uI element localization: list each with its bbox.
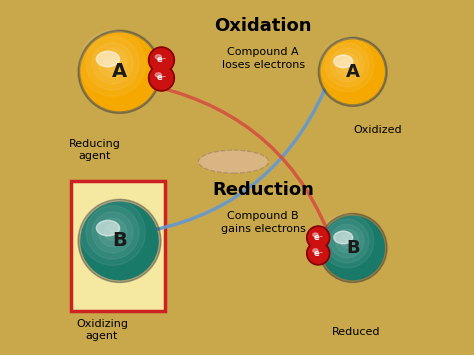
Text: B: B: [346, 239, 359, 257]
Circle shape: [86, 37, 139, 90]
Ellipse shape: [313, 233, 318, 237]
Text: Reducing
agent: Reducing agent: [69, 140, 121, 161]
Circle shape: [98, 49, 127, 78]
Text: B: B: [112, 231, 127, 250]
Text: Oxidizing
agent: Oxidizing agent: [76, 319, 128, 341]
Text: e⁻: e⁻: [313, 248, 323, 257]
Circle shape: [325, 219, 369, 263]
Circle shape: [321, 40, 384, 104]
Circle shape: [319, 213, 387, 283]
FancyArrowPatch shape: [135, 88, 326, 234]
Circle shape: [81, 202, 158, 280]
Circle shape: [92, 212, 133, 253]
Circle shape: [309, 228, 328, 247]
Ellipse shape: [155, 73, 162, 77]
Circle shape: [330, 224, 364, 258]
Text: e⁻: e⁻: [156, 73, 166, 82]
Circle shape: [336, 53, 359, 77]
Circle shape: [150, 67, 173, 89]
Circle shape: [340, 58, 354, 71]
Text: Oxidation: Oxidation: [215, 17, 312, 35]
FancyArrowPatch shape: [155, 86, 335, 249]
Text: e⁻: e⁻: [313, 233, 323, 242]
Circle shape: [81, 33, 158, 110]
Ellipse shape: [199, 150, 269, 173]
Circle shape: [148, 65, 174, 91]
Circle shape: [321, 216, 384, 280]
Circle shape: [346, 239, 348, 242]
Circle shape: [150, 49, 173, 71]
Circle shape: [320, 214, 374, 268]
Circle shape: [80, 31, 146, 96]
Circle shape: [346, 63, 348, 66]
Circle shape: [110, 61, 115, 65]
Circle shape: [307, 226, 330, 249]
Circle shape: [78, 30, 161, 113]
Text: e⁻: e⁻: [156, 55, 166, 64]
Ellipse shape: [313, 249, 318, 252]
Circle shape: [110, 230, 115, 234]
Circle shape: [98, 218, 127, 247]
Ellipse shape: [334, 55, 353, 68]
Circle shape: [307, 242, 330, 265]
Text: A: A: [346, 63, 360, 81]
Circle shape: [336, 229, 359, 253]
Circle shape: [104, 224, 121, 241]
Circle shape: [330, 48, 364, 82]
Text: Reduced: Reduced: [332, 327, 381, 337]
Circle shape: [80, 200, 146, 265]
Text: Reduction: Reduction: [212, 181, 314, 199]
Text: Compound A
loses electrons: Compound A loses electrons: [222, 47, 305, 70]
Circle shape: [86, 206, 139, 259]
Ellipse shape: [96, 51, 119, 67]
Text: Compound B
gains electrons: Compound B gains electrons: [221, 211, 306, 234]
Ellipse shape: [334, 231, 353, 244]
Circle shape: [92, 43, 133, 84]
Ellipse shape: [96, 220, 119, 236]
Circle shape: [340, 234, 354, 248]
Circle shape: [325, 43, 369, 87]
Text: A: A: [112, 62, 127, 81]
Circle shape: [78, 200, 161, 283]
Ellipse shape: [155, 55, 162, 59]
Circle shape: [320, 38, 374, 92]
Circle shape: [309, 244, 328, 263]
Text: Oxidized: Oxidized: [353, 125, 401, 135]
Circle shape: [148, 47, 174, 73]
Circle shape: [319, 37, 387, 106]
Bar: [71, 181, 165, 311]
Circle shape: [104, 55, 121, 71]
